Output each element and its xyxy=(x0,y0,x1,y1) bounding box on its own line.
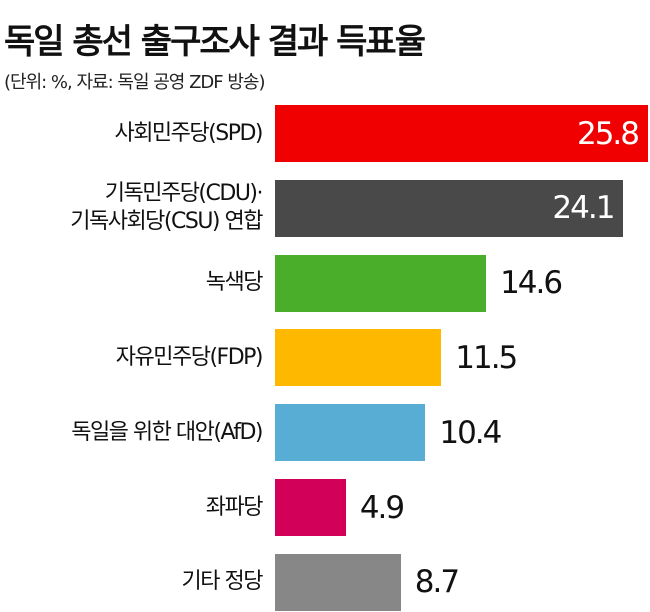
value-label: 10.4 xyxy=(439,414,502,451)
bar xyxy=(275,179,624,237)
value-label: 25.8 xyxy=(576,115,640,152)
category-label: 좌파당 xyxy=(205,494,264,520)
chart-title: 독일 총선 출구조사 결과 득표율 xyxy=(4,22,426,62)
value-label: 8.7 xyxy=(414,564,460,601)
bar xyxy=(275,329,442,387)
bar xyxy=(275,254,487,312)
bar xyxy=(275,553,401,611)
category-label: 기독민주당(CDU)· 기독사회당(CSU) 연합 xyxy=(70,181,263,235)
bar xyxy=(275,479,346,536)
chart-subtitle: (단위: %, 자료: 독일 공영 ZDF 방송) xyxy=(4,72,265,93)
value-label: 24.1 xyxy=(552,190,615,227)
bar xyxy=(275,105,648,162)
category-label: 독일을 위한 대안(AfD) xyxy=(71,419,263,445)
bar xyxy=(275,404,426,462)
value-label: 14.6 xyxy=(500,265,563,302)
category-label: 녹색당 xyxy=(205,270,264,296)
category-label: 사회민주당(SPD) xyxy=(114,120,263,146)
category-label: 기타 정당 xyxy=(181,569,264,595)
category-label: 자유민주당(FDP) xyxy=(115,344,264,370)
value-label: 4.9 xyxy=(359,489,405,526)
value-label: 11.5 xyxy=(455,339,518,376)
